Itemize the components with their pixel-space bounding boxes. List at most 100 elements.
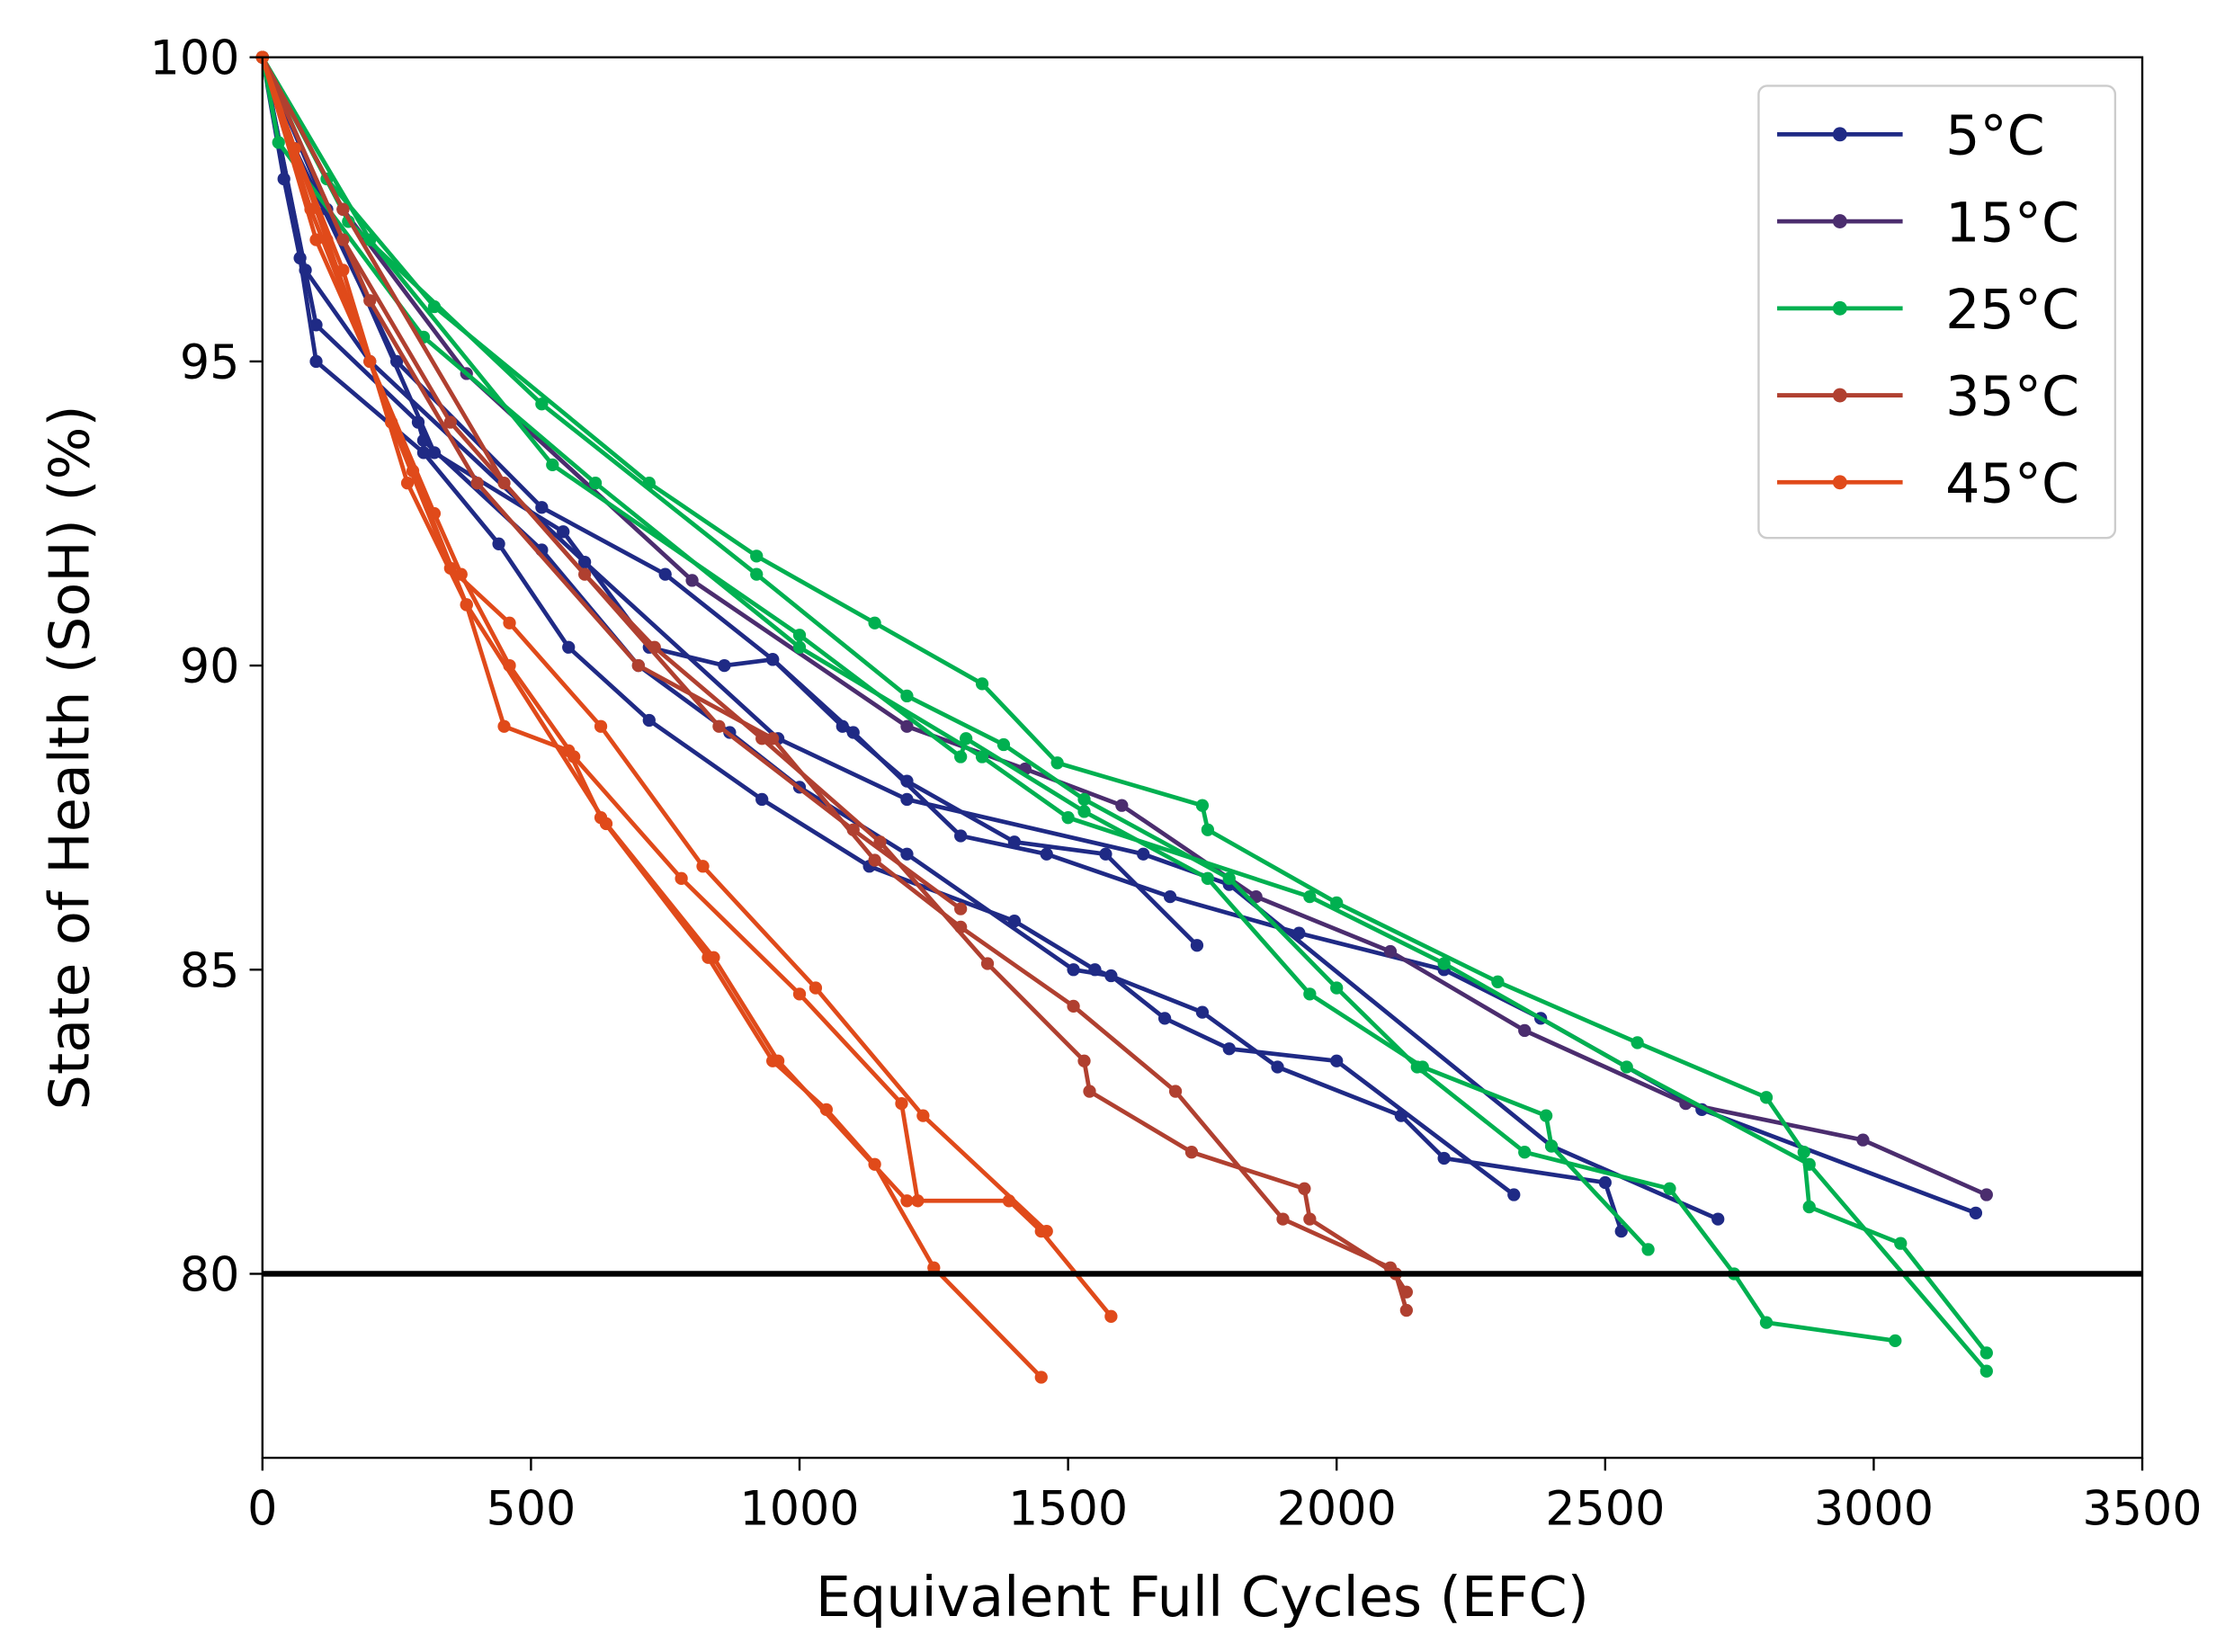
- data-point: [1303, 987, 1317, 1001]
- data-point: [1641, 1243, 1655, 1256]
- data-point: [427, 446, 442, 460]
- series-25C-7: [255, 50, 1902, 1348]
- data-point: [1330, 896, 1344, 910]
- data-point: [1201, 823, 1215, 836]
- data-point: [535, 397, 549, 411]
- data-point: [1894, 1237, 1908, 1250]
- data-point: [1190, 939, 1204, 952]
- data-point: [900, 689, 914, 703]
- data-point: [675, 871, 688, 885]
- data-point: [1298, 1182, 1311, 1195]
- series-line: [260, 56, 1988, 1354]
- data-point: [1797, 1146, 1810, 1159]
- data-point: [895, 1096, 908, 1111]
- legend-item-15C: 15°C: [1777, 192, 2079, 254]
- data-point: [492, 537, 505, 550]
- data-point: [900, 774, 914, 788]
- data-point: [1759, 1316, 1774, 1329]
- data-point: [1050, 756, 1064, 770]
- data-point: [1168, 1085, 1183, 1098]
- data-point: [1195, 799, 1210, 812]
- data-point: [792, 987, 807, 1001]
- data-point: [900, 792, 914, 807]
- data-point: [588, 477, 603, 490]
- data-point: [562, 640, 576, 654]
- x-tick-label: 3500: [2082, 1482, 2202, 1537]
- data-point: [900, 1194, 914, 1208]
- data-point: [567, 750, 581, 763]
- data-point: [685, 574, 699, 587]
- data-point: [1083, 1085, 1096, 1098]
- data-point: [1303, 1212, 1317, 1226]
- data-point: [1077, 805, 1091, 818]
- data-point: [1034, 1224, 1048, 1238]
- data-point: [1491, 975, 1505, 988]
- x-axis-label: Equivalent Full Cycles (EFC): [816, 1565, 1589, 1630]
- data-point: [1802, 1157, 1816, 1171]
- data-point: [696, 860, 710, 873]
- data-point: [755, 792, 769, 807]
- data-point: [1437, 957, 1451, 970]
- data-point: [750, 567, 764, 581]
- data-point: [1518, 1023, 1532, 1038]
- data-point: [718, 658, 731, 673]
- y-tick-label: 95: [180, 335, 240, 390]
- data-point: [1598, 1175, 1612, 1190]
- data-point: [1007, 835, 1022, 849]
- data-point: [1889, 1334, 1902, 1348]
- series-35C-11: [255, 50, 1413, 1299]
- data-point: [363, 233, 377, 246]
- legend: 5°C 15°C 25°C 35°C 45°C: [1757, 85, 2117, 540]
- data-point: [1115, 799, 1129, 812]
- data-point: [1077, 792, 1091, 807]
- data-point: [996, 737, 1011, 752]
- data-point: [443, 415, 457, 429]
- plot-frame: [261, 56, 2144, 1460]
- legend-label: 5°C: [1945, 105, 2045, 168]
- legend-marker: [1832, 300, 1847, 316]
- data-point: [1061, 811, 1075, 825]
- series-line: [260, 57, 920, 1201]
- series-5C-0: [255, 50, 1628, 1238]
- data-point: [1195, 1005, 1210, 1019]
- series-35C-12: [255, 50, 968, 915]
- data-point: [599, 817, 613, 831]
- data-point: [594, 719, 608, 733]
- x-tick-label: 1500: [1008, 1482, 1128, 1537]
- data-point: [1137, 847, 1150, 861]
- series-25C-9: [255, 50, 1993, 1378]
- series-line: [260, 57, 1988, 1373]
- legend-item-25C: 25°C: [1777, 279, 2079, 342]
- legend-marker: [1832, 388, 1847, 403]
- data-point: [766, 653, 780, 666]
- data-point: [1614, 1224, 1628, 1238]
- data-point: [792, 629, 807, 642]
- data-point: [1663, 1182, 1676, 1195]
- data-point: [1416, 1060, 1429, 1074]
- data-point: [1856, 1133, 1870, 1147]
- data-point: [1201, 871, 1215, 885]
- data-point: [1979, 1188, 1993, 1201]
- data-point: [658, 567, 672, 581]
- data-point: [1399, 1285, 1413, 1299]
- data-point: [1631, 1036, 1644, 1049]
- data-point: [954, 902, 968, 915]
- data-point: [1979, 1346, 1993, 1360]
- data-point: [309, 354, 323, 369]
- data-point: [750, 549, 764, 563]
- data-point: [975, 677, 989, 691]
- data-point: [497, 719, 511, 733]
- data-point: [954, 750, 968, 763]
- data-point: [975, 750, 989, 763]
- series-35C-10: [255, 50, 1413, 1317]
- y-axis-label: State of Health (SoH) (%): [37, 405, 102, 1110]
- data-point: [1979, 1364, 1993, 1378]
- y-tick-label: 100: [150, 31, 240, 86]
- data-point: [900, 847, 914, 861]
- data-point: [980, 957, 995, 970]
- y-tick-label: 80: [180, 1248, 240, 1303]
- legend-label: 15°C: [1945, 192, 2079, 254]
- data-point: [1383, 944, 1398, 959]
- data-point: [1034, 1371, 1048, 1384]
- data-point: [707, 951, 720, 964]
